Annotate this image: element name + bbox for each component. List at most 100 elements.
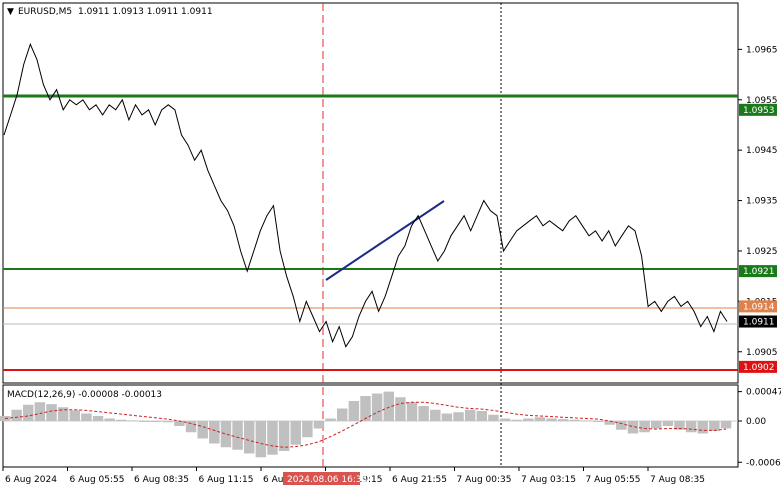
macd-bar (709, 421, 720, 431)
macd-bar (127, 420, 139, 422)
level-tag-box (739, 360, 777, 373)
macd-bar (81, 413, 92, 421)
macd-bar (232, 421, 243, 450)
level-tag-box (739, 265, 777, 278)
trendline[interactable] (325, 200, 445, 281)
macd-bar (360, 396, 371, 421)
level-tag-box (739, 315, 777, 328)
time-tick-label: 7 Aug 08:35 (650, 475, 705, 485)
macd-bar (406, 402, 418, 421)
macd-bar (662, 421, 674, 426)
time-tick-label: 6 Aug 21:55 (392, 475, 447, 485)
price-level-tags: 1.0953 1.0921 1.0914 1.0911 1.0902 (739, 103, 777, 373)
macd-bar (557, 419, 569, 421)
macd-title: MACD(12,26,9) -0.00008 -0.00013 (7, 390, 162, 400)
macd-bar (46, 404, 57, 421)
macd-bar (592, 421, 604, 422)
macd-bar (383, 391, 394, 421)
macd-bar (581, 420, 592, 422)
level-tag-label: 1.0921 (743, 267, 775, 277)
macd-tick-label: 0.00047 (746, 388, 781, 398)
price-pane[interactable] (2, 2, 739, 384)
macd-bar (34, 402, 46, 421)
macd-bar (674, 421, 685, 430)
level-tag-label: 1.0911 (743, 318, 775, 328)
macd-bar (534, 417, 546, 421)
macd-bar (697, 421, 708, 434)
macd-bar (546, 418, 557, 421)
macd-bar (57, 407, 69, 421)
macd-bar (255, 421, 267, 458)
macd-signal-line (4, 401, 727, 448)
macd-bar (69, 410, 81, 421)
time-tick-label: 6 Aug 08:35 (134, 475, 189, 485)
macd-histogram (0, 391, 732, 458)
macd-bar (162, 421, 174, 423)
macd-bar (639, 421, 650, 433)
macd-tick-label: 0.00 (746, 417, 766, 427)
macd-bar (243, 421, 255, 454)
macd-bar (313, 421, 325, 429)
ohlc-values: 1.0911 1.0913 1.0911 1.0911 (78, 7, 213, 17)
price-tick-label: 1.0955 (746, 96, 778, 106)
symbol-timeframe: EURUSD,M5 (18, 7, 72, 17)
macd-bar (569, 419, 581, 421)
level-tag-label: 1.0914 (743, 302, 775, 312)
time-tick-label: 6 Aug (263, 475, 289, 485)
macd-bar (616, 421, 627, 430)
macd-bar (220, 421, 232, 448)
macd-bar (278, 421, 290, 451)
macd-bar (185, 421, 197, 433)
macd-bar (116, 419, 127, 421)
macd-bar (348, 401, 360, 421)
macd-bar (499, 418, 511, 421)
time-highlight-label: 2024.08.06 16:35 (287, 475, 367, 485)
macd-bar (337, 408, 348, 421)
time-highlight-badge (283, 472, 360, 485)
macd-bar (627, 421, 639, 434)
time-tick-label: 6 Aug 2024 (5, 475, 57, 485)
time-tick-label: 6 Aug 05:55 (70, 475, 125, 485)
macd-bar (23, 404, 34, 421)
macd-bar (418, 406, 429, 421)
macd-bar (441, 413, 453, 421)
macd-bar (11, 409, 22, 421)
macd-bar (511, 419, 522, 421)
time-tick-label: 7 Aug 05:55 (586, 475, 641, 485)
macd-bar (523, 418, 534, 421)
macd-bar (267, 421, 278, 455)
macd-bar (371, 393, 383, 421)
price-series-line (3, 42, 728, 348)
macd-bar (430, 409, 441, 421)
price-tick-label: 1.0905 (746, 348, 778, 358)
header-triangle-icon[interactable]: ▼ (7, 7, 14, 17)
macd-bar (92, 416, 104, 421)
macd-bar (604, 421, 615, 425)
macd-bar (150, 421, 162, 422)
level-tag-label: 1.0902 (743, 363, 775, 373)
level-tag-box (739, 300, 777, 313)
time-tick-label: 7 Aug 00:35 (457, 475, 512, 485)
macd-bar (290, 421, 301, 445)
price-tick-label: 1.0935 (746, 197, 778, 207)
level-tag-label: 1.0953 (743, 106, 775, 116)
price-tick-label: 1.0965 (746, 45, 778, 55)
macd-bar (325, 418, 336, 421)
time-tick-label: 7 Aug 03:15 (521, 475, 576, 485)
price-tick-label: 1.0925 (746, 247, 778, 257)
price-tick-label: 1.0945 (746, 146, 778, 156)
macd-bar (209, 421, 220, 444)
macd-bar (302, 421, 313, 438)
macd-bar (488, 414, 499, 421)
macd-bar (650, 421, 662, 429)
level-tag-box (739, 103, 777, 116)
macd-bar (174, 421, 185, 426)
macd-bar (720, 421, 732, 429)
macd-bar (139, 421, 150, 422)
macd-bar (464, 409, 476, 421)
macd-bar (197, 421, 208, 439)
macd-bar (476, 411, 488, 421)
